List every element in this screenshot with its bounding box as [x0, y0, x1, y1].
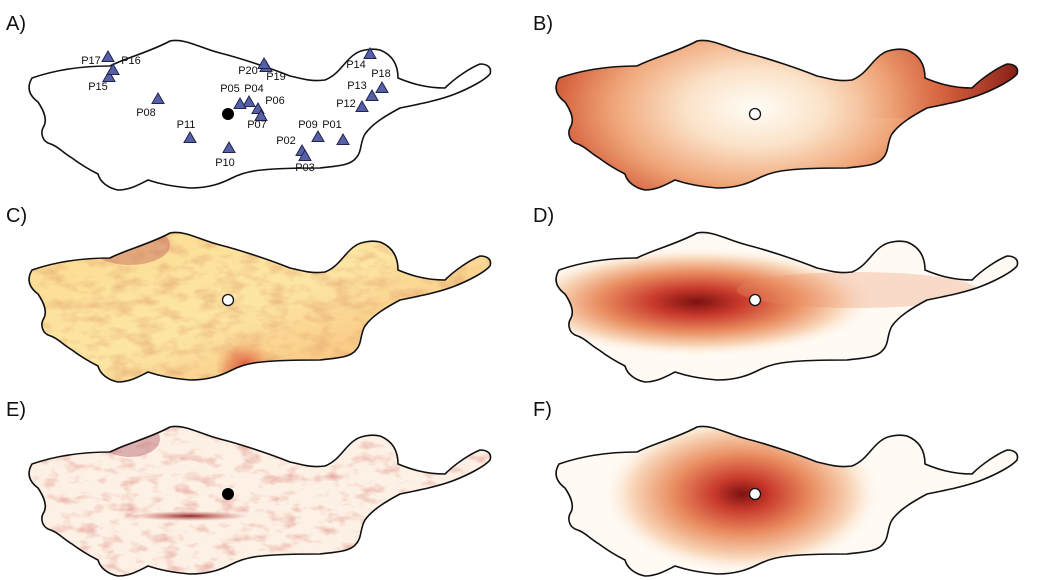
station-label: P07 — [247, 119, 267, 131]
station-label: P15 — [88, 81, 108, 93]
panel-c: C) — [6, 205, 492, 383]
station-markers: P01 P02 P03 P04 P05 P06 P07 P08 P09 P10 P11 P12 P13 P… — [81, 46, 391, 174]
station-label: P06 — [265, 95, 285, 107]
station-label: P20 — [238, 65, 258, 77]
source-circle-icon — [222, 488, 234, 500]
station-triangle-icon — [336, 132, 350, 145]
station-triangle-icon — [365, 88, 379, 101]
station-label: P18 — [371, 68, 391, 80]
panel-d: D) — [533, 205, 1019, 383]
station-triangle-icon — [101, 49, 115, 62]
station-label: P10 — [215, 157, 235, 169]
station-triangle-icon — [257, 56, 271, 69]
station-triangle-icon — [183, 130, 197, 143]
source-circle-icon — [221, 293, 235, 307]
station-triangle-icon — [355, 99, 369, 112]
station-label: P04 — [244, 83, 264, 95]
station-label: P19 — [266, 71, 286, 83]
station-triangle-icon — [106, 62, 120, 75]
station-label: P12 — [336, 98, 356, 110]
panel-label: B) — [533, 13, 553, 35]
panel-label: F) — [533, 399, 552, 421]
source-circle-icon — [748, 107, 762, 121]
station-label: P13 — [347, 80, 367, 92]
panel-a: A) P01P02P03P04P05P06P07P08P09P10P11P12P… — [6, 13, 492, 191]
station-label: P02 — [276, 135, 296, 147]
station-label: P11 — [177, 119, 196, 131]
station-triangle-icon — [222, 140, 236, 153]
station-triangle-icon — [151, 91, 165, 104]
station-triangle-icon — [233, 96, 247, 109]
station-triangle-icon — [311, 129, 325, 142]
station-label: P09 — [298, 119, 318, 131]
station-label: P08 — [136, 107, 156, 119]
station-label: P16 — [121, 55, 141, 67]
station-triangle-icon — [363, 46, 377, 59]
station-triangle-icon — [298, 148, 312, 161]
station-label: P14 — [346, 59, 366, 71]
source-circle-icon — [222, 108, 234, 120]
station-triangle-icon — [254, 108, 268, 121]
panel-b: B) — [533, 13, 1019, 191]
source-circle-icon — [748, 487, 762, 501]
panel-label: C) — [6, 205, 27, 227]
station-label: P17 — [81, 55, 101, 67]
station-label: P03 — [295, 162, 315, 174]
panel-label: D) — [533, 205, 554, 227]
station-label: P01 — [322, 119, 342, 131]
panel-label: A) — [6, 13, 26, 35]
panel-f: F) — [533, 399, 1019, 577]
station-triangle-icon — [375, 80, 389, 93]
panel-label: E) — [6, 399, 26, 421]
station-triangle-icon — [242, 94, 256, 107]
station-triangle-icon — [102, 69, 116, 82]
panel-e: E) — [6, 399, 492, 577]
station-label: P05 — [220, 83, 240, 95]
source-circle-icon — [748, 293, 762, 307]
